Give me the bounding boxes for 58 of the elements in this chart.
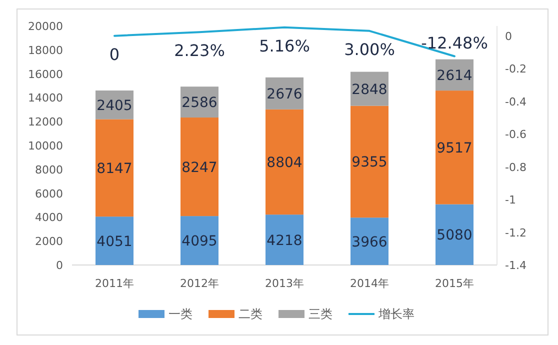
y2-tick-label: -1.2	[505, 226, 526, 240]
y-tick-label: 20000	[28, 20, 63, 33]
y-tick-label: 0	[56, 259, 63, 272]
x-tick-label: 2015年	[435, 277, 474, 290]
y-tick-label: 8000	[35, 163, 63, 176]
data-label: 2586	[182, 95, 218, 112]
y-tick-label: 10000	[28, 140, 63, 152]
x-tick-label: 2014年	[350, 277, 389, 290]
bar	[350, 106, 388, 218]
data-label: 2405	[96, 98, 132, 114]
data-label: 8147	[96, 160, 132, 177]
data-label: 9517	[436, 140, 472, 156]
data-label: 2676	[266, 86, 302, 102]
y2-tick-label: -0.4	[505, 95, 526, 108]
bar	[96, 216, 134, 265]
bar	[436, 90, 474, 204]
data-label: 8247	[182, 160, 218, 176]
data-label: 5.16%	[259, 36, 310, 56]
data-label: 2614	[436, 68, 472, 84]
data-label: 5080	[436, 228, 472, 244]
y-tick-label: 12000	[28, 116, 63, 129]
legend-label: 二类	[238, 307, 262, 321]
data-label: 2.23%	[174, 41, 225, 60]
y-tick-label: 6000	[35, 187, 63, 200]
x-tick-label: 2011年	[95, 277, 134, 290]
x-tick-label: 2012年	[180, 277, 219, 290]
y-tick-label: 16000	[28, 68, 63, 81]
y2-tick-label: -1	[505, 194, 516, 207]
bar	[180, 118, 218, 216]
y-tick-label: 18000	[28, 44, 63, 57]
y2-tick-label: -1.4	[505, 259, 526, 272]
legend-label: 三类	[308, 307, 332, 321]
data-label: 0	[109, 44, 120, 64]
data-label: 4218	[266, 232, 302, 249]
x-tick-label: 2013年	[265, 277, 304, 290]
data-label: 9355	[352, 154, 388, 171]
legend-label: 增长率	[378, 307, 414, 321]
bar	[266, 109, 304, 215]
bar	[96, 119, 134, 217]
data-label: 4095	[182, 234, 218, 250]
y2-tick-label: 0	[505, 30, 512, 43]
y2-tick-label: -0.6	[505, 128, 526, 142]
data-label: 4051	[96, 234, 132, 250]
bar	[266, 214, 304, 265]
data-label: 3966	[352, 234, 388, 250]
data-label: -12.48%	[421, 33, 488, 52]
legend-label: 一类	[168, 307, 192, 321]
y-tick-label: 14000	[28, 92, 63, 105]
bar	[436, 204, 474, 265]
y2-tick-label: -0.8	[505, 160, 526, 174]
data-label: 3.00%	[344, 40, 395, 59]
y-tick-label: 4000	[35, 211, 63, 224]
data-label: 8804	[266, 154, 302, 171]
y-tick-label: 2000	[35, 235, 63, 248]
bar	[350, 218, 388, 265]
y2-tick-label: -0.2	[505, 62, 526, 76]
data-label: 2848	[352, 82, 388, 98]
bar	[180, 216, 218, 265]
